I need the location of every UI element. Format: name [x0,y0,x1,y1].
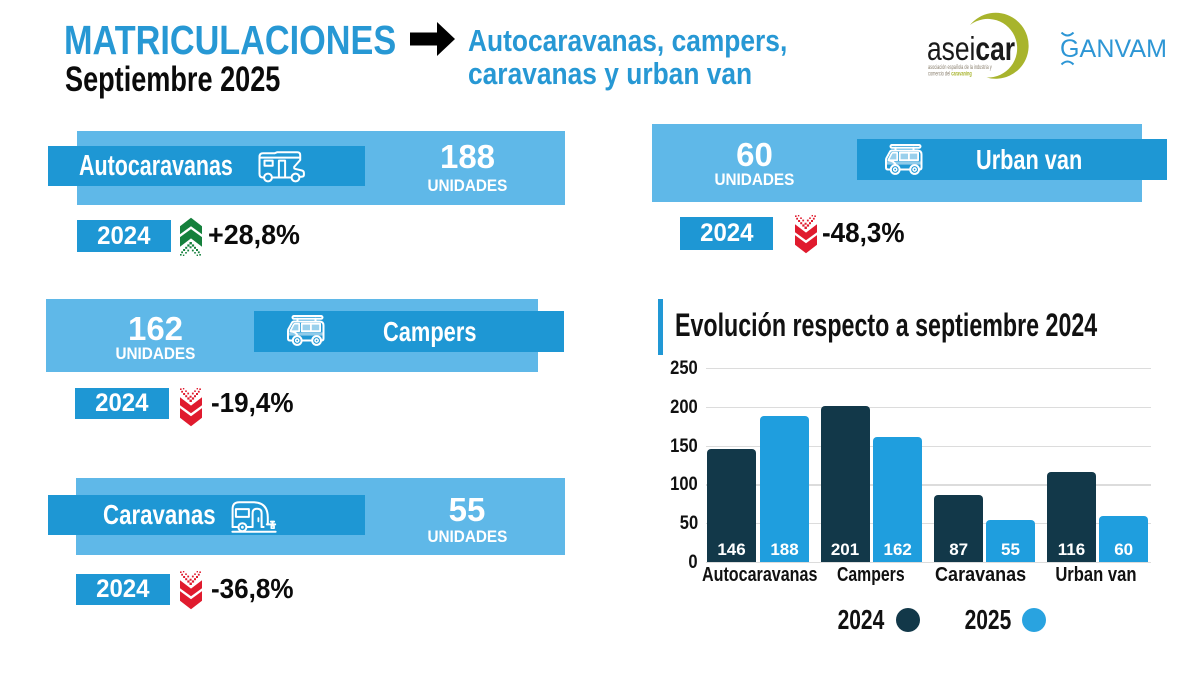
svg-text:comercio del caravaning: comercio del caravaning [928,71,972,78]
svg-text:aseicar: aseicar [927,31,1015,67]
svg-text:asociación española de la indu: asociación española de la industria y [928,64,992,71]
